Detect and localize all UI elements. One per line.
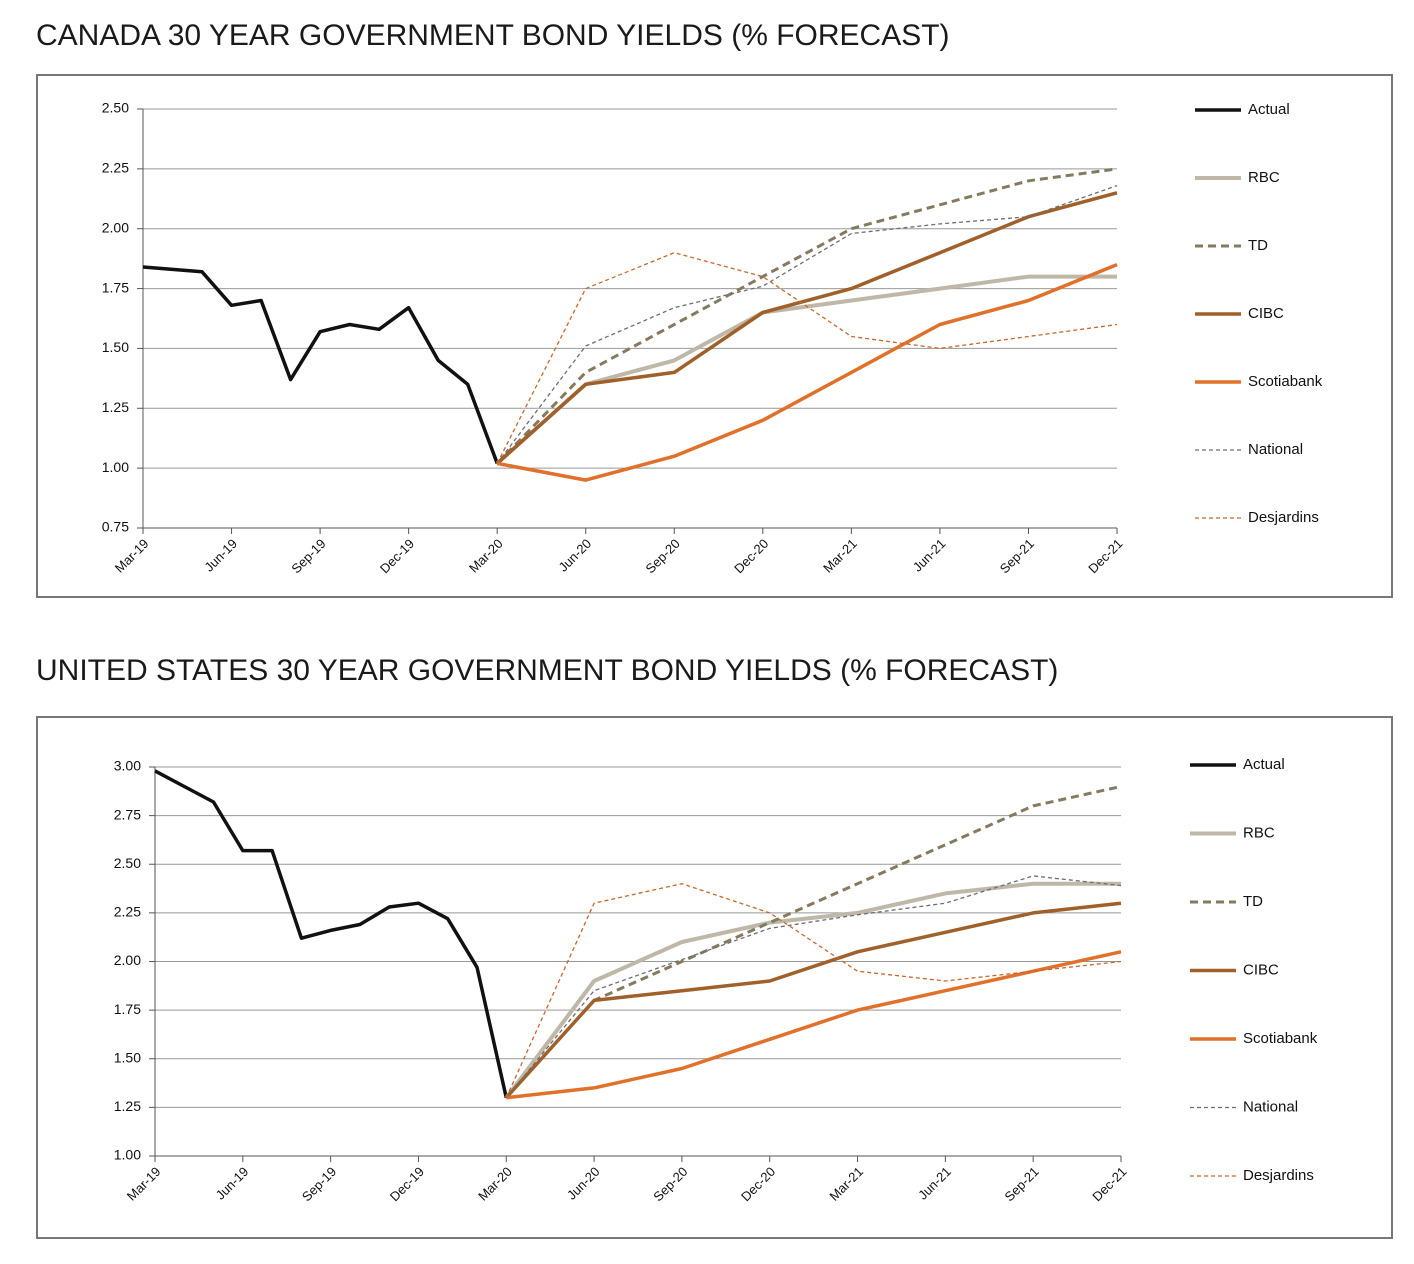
y-tick-label: 1.25 — [102, 399, 129, 415]
series-line — [505, 875, 1122, 1099]
chart-frame — [36, 74, 1393, 598]
y-tick-label: 1.75 — [114, 1001, 141, 1017]
x-tick-label: Dec-19 — [377, 536, 417, 576]
legend-label: Desjardins — [1243, 1167, 1314, 1184]
series-line — [505, 883, 1122, 1098]
y-tick-label: 1.75 — [102, 279, 129, 295]
y-tick-label: 2.25 — [102, 160, 129, 176]
legend-label: CIBC — [1243, 961, 1279, 978]
x-tick-label: Mar-21 — [826, 1164, 866, 1204]
series-line — [142, 265, 499, 465]
x-tick-label: Sep-21 — [1001, 1164, 1041, 1204]
series-line — [505, 901, 1122, 1099]
y-tick-label: 1.25 — [114, 1098, 141, 1114]
legend-label: Scotiabank — [1243, 1030, 1318, 1047]
y-tick-label: 1.50 — [102, 339, 129, 355]
x-tick-label: Dec-20 — [731, 536, 771, 576]
x-tick-label: Sep-20 — [643, 536, 683, 576]
chart-title: UNITED STATES 30 YEAR GOVERNMENT BOND YI… — [36, 654, 1058, 687]
series-line — [496, 262, 1118, 482]
x-tick-label: Sep-19 — [299, 1164, 339, 1204]
legend-label: National — [1243, 1098, 1298, 1115]
x-tick-label: Jun-21 — [915, 1164, 954, 1203]
y-tick-label: 0.75 — [102, 519, 129, 535]
legend-label: RBC — [1248, 169, 1280, 186]
x-tick-label: Mar-19 — [124, 1164, 164, 1204]
x-tick-label: Mar-19 — [112, 536, 152, 576]
y-tick-label: 1.00 — [114, 1147, 141, 1163]
legend-label: TD — [1243, 893, 1263, 910]
series-line — [496, 184, 1118, 464]
y-tick-label: 2.75 — [114, 806, 141, 822]
series-line — [506, 950, 1122, 1100]
y-tick-label: 1.00 — [102, 459, 129, 475]
x-tick-label: Sep-21 — [997, 536, 1037, 576]
legend-label: Desjardins — [1248, 509, 1319, 526]
x-tick-label: Sep-19 — [288, 536, 328, 576]
legend-label: CIBC — [1248, 305, 1284, 322]
y-tick-label: 3.00 — [114, 758, 141, 774]
x-tick-label: Mar-21 — [820, 536, 860, 576]
series-line — [496, 252, 1118, 464]
y-tick-label: 2.50 — [102, 100, 129, 116]
series-line — [154, 769, 509, 1099]
legend-label: TD — [1248, 237, 1268, 254]
x-tick-label: Mar-20 — [475, 1164, 515, 1204]
y-tick-label: 1.50 — [114, 1049, 141, 1065]
x-tick-label: Dec-21 — [1089, 1164, 1129, 1204]
series-line — [496, 167, 1118, 465]
series-line — [504, 881, 1121, 1099]
y-tick-label: 2.50 — [114, 855, 141, 871]
x-tick-label: Jun-19 — [213, 1164, 252, 1203]
chart-title: CANADA 30 YEAR GOVERNMENT BOND YIELDS (%… — [36, 19, 950, 52]
legend-label: Scotiabank — [1248, 373, 1323, 390]
x-tick-label: Jun-19 — [201, 536, 240, 575]
x-tick-label: Dec-19 — [387, 1164, 427, 1204]
legend-label: Actual — [1248, 101, 1290, 118]
legend-label: National — [1248, 441, 1303, 458]
series-line — [496, 191, 1118, 465]
legend-label: RBC — [1243, 824, 1275, 841]
y-tick-label: 2.00 — [114, 952, 141, 968]
y-tick-label: 2.25 — [114, 904, 141, 920]
x-tick-label: Jun-21 — [910, 536, 949, 575]
series-line — [505, 785, 1122, 1099]
x-tick-label: Mar-20 — [466, 536, 506, 576]
x-tick-label: Jun-20 — [564, 1164, 603, 1203]
x-tick-label: Dec-21 — [1085, 536, 1125, 576]
x-tick-label: Sep-20 — [650, 1164, 690, 1204]
chart-frame — [36, 716, 1393, 1239]
x-tick-label: Dec-20 — [738, 1164, 778, 1204]
y-tick-label: 2.00 — [102, 219, 129, 235]
legend-label: Actual — [1243, 756, 1285, 773]
x-tick-label: Jun-20 — [556, 536, 595, 575]
